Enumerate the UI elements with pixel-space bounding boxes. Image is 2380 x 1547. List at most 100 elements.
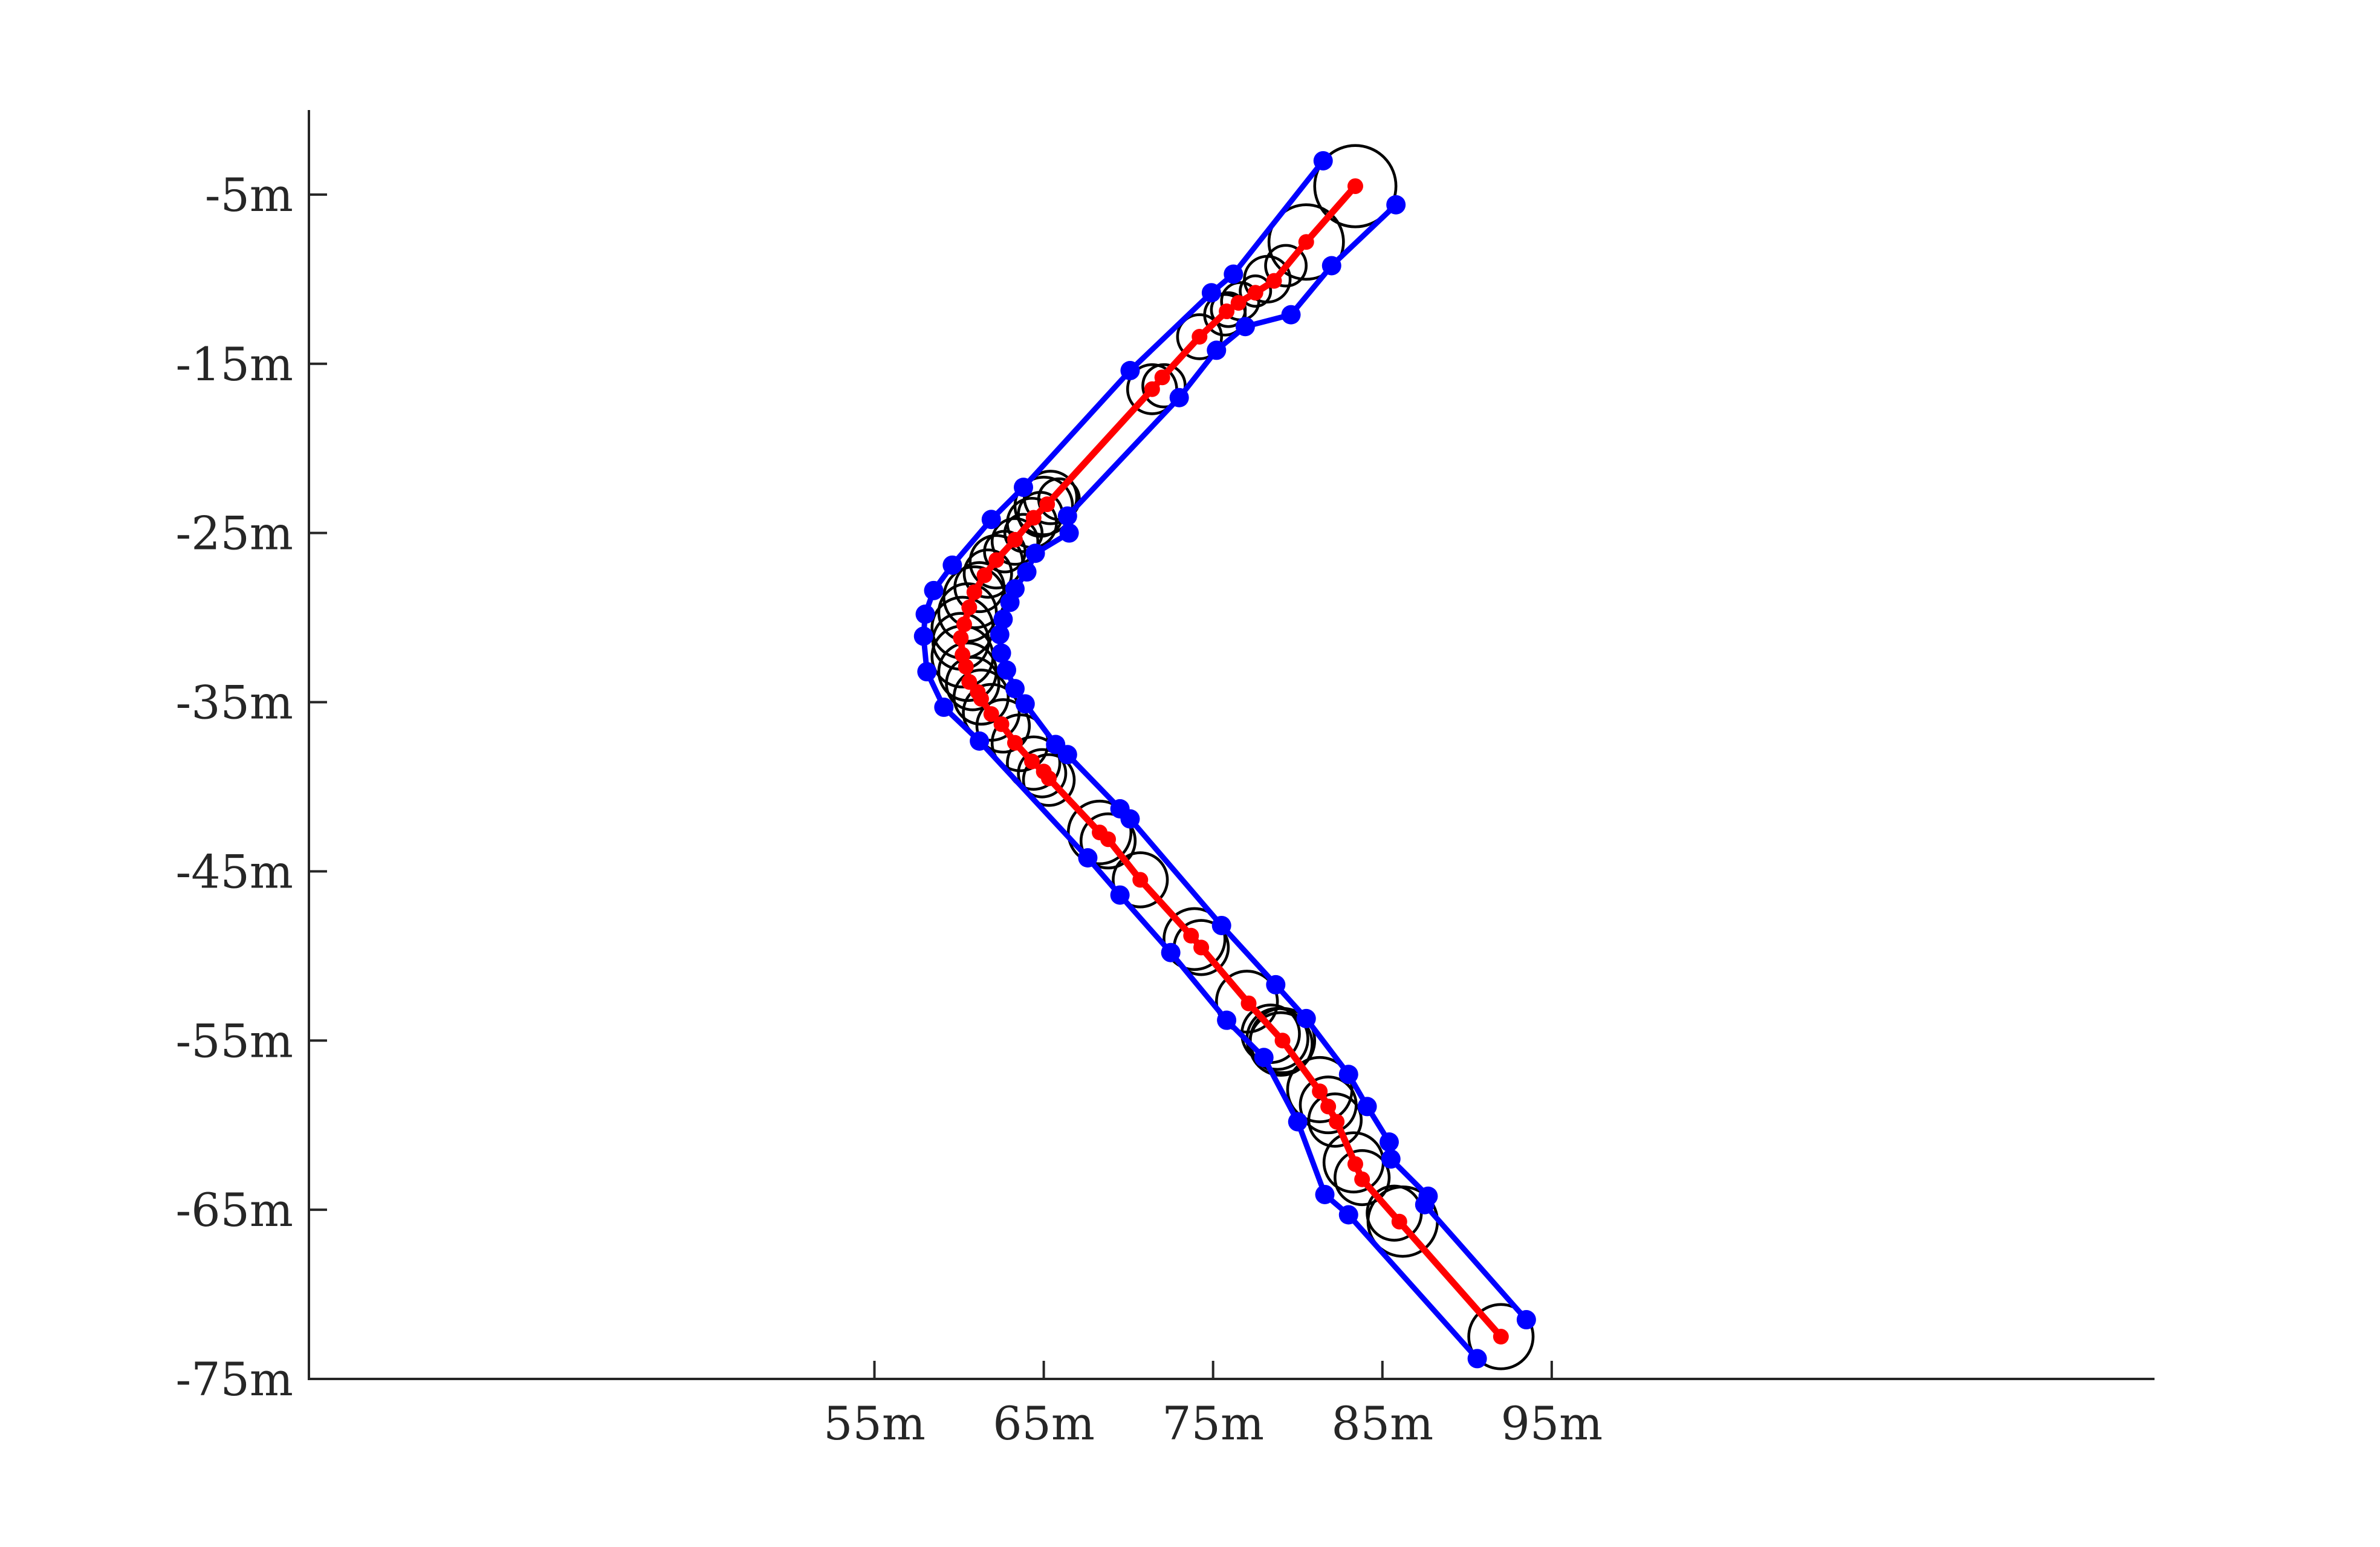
corridor-right-boundary-marker [1379,1132,1399,1152]
clearance-circle [952,669,1010,726]
x-tick-label: 55m [823,1396,926,1450]
corridor-right-boundary-marker [991,643,1011,663]
planned-path-marker [953,630,969,646]
planned-path-marker [958,658,974,675]
clearance-circle [1066,799,1133,866]
corridor-right-boundary-marker [1025,543,1045,563]
corridor-right-boundary-marker [1169,388,1189,407]
clearance-circle [1334,1149,1391,1207]
corridor-left-boundary-marker [1120,360,1140,380]
corridor-left-boundary-marker [1110,885,1130,905]
x-tick-label: 75m [1162,1396,1264,1450]
corridor-right-boundary-marker [1120,809,1140,829]
corridor-right-boundary-marker [993,609,1013,629]
planned-path-marker [1144,381,1160,397]
planned-path-marker [1354,1171,1370,1187]
corridor-right-boundary-marker [1059,523,1079,543]
y-tick-label: -55m [176,1014,293,1068]
corridor-right-boundary-marker [1057,506,1077,526]
planned-path-marker [1312,1083,1328,1100]
clearance-circle [945,656,1000,712]
corridor-right-boundary-marker [1321,256,1341,276]
y-tick-label: -5m [205,168,293,222]
corridor-left-boundary-marker [981,510,1001,530]
corridor-right-boundary-marker [996,660,1016,680]
planned-path-marker [1100,831,1117,848]
y-tick-label: -35m [176,676,293,730]
corridor-right-boundary-marker [1005,679,1025,699]
corridor-left-boundary-marker [934,697,954,717]
clearance-circle [1467,1303,1535,1370]
clearance-circle [1022,753,1076,807]
corridor-right-boundary-marker [990,624,1010,644]
corridor-left-boundary-marker [913,626,933,646]
corridor-right-boundary-marker [1381,1149,1401,1169]
planned-path-marker [1219,303,1235,320]
clearance-circle [1017,748,1068,799]
corridor-left-boundary-line [921,158,1480,1361]
corridor-left-boundary-marker [1288,1112,1308,1132]
corridor-left-boundary-marker [1315,1184,1335,1204]
planned-path-marker [976,567,993,583]
y-tick-label: -45m [176,845,293,898]
corridor-left-boundary-marker [1217,1010,1237,1030]
planned-path-marker [1025,510,1042,526]
corridor-left-boundary-marker [942,555,962,575]
corridor-right-boundary-marker [1415,1195,1435,1215]
planned-path-marker [1240,995,1257,1011]
corridor-right-boundary-marker [1017,562,1037,582]
clearance-circle [975,698,1031,754]
clearance-circle [1079,812,1137,870]
clearance-circle [1239,274,1273,308]
planned-path-marker [1183,927,1199,944]
planned-path-marker [1023,753,1040,770]
clearance-circle [1162,907,1227,971]
corridor-right-boundary-marker [1000,592,1020,612]
corridor-right-boundary-marker [1015,694,1035,714]
corridor-left-boundary-marker [1467,1349,1487,1369]
planned-path-marker [1007,735,1023,751]
planned-path-marker [993,716,1010,732]
corridor-left-boundary-marker [924,580,944,600]
clearance-circle [983,530,1027,574]
corridor-left-boundary-marker [1201,283,1221,303]
planned-path-marker [966,584,982,600]
corridor-left-boundary-marker [1013,478,1033,498]
corridor-right-boundary-marker [1357,1097,1377,1117]
corridor-right-boundary-marker [1296,1008,1316,1028]
planned-path-marker [1493,1329,1509,1345]
planned-path-marker [1192,329,1208,345]
planned-path-marker [961,599,978,615]
corridor-left-boundary-marker [1254,1048,1274,1068]
y-tick-label: -75m [176,1352,293,1406]
clearance-circle [1003,513,1044,553]
corridor-left-boundary-marker [970,731,990,751]
planned-path-marker [1266,273,1282,289]
clearance-circle [1176,313,1223,360]
planned-path-marker [1154,369,1170,386]
corridor-right-boundary-marker [1235,317,1255,337]
corridor-right-boundary-marker [1211,915,1231,935]
planned-path-marker [955,647,971,663]
planned-path-marker [1193,939,1210,956]
y-tick-label: -25m [176,507,293,560]
planned-path-marker [983,706,999,722]
planned-path-marker [1274,1033,1291,1049]
planned-path-marker [956,616,972,632]
corridor-right-boundary-marker [1516,1310,1536,1330]
corridor-left-boundary-marker [915,605,935,624]
clearance-circle [1006,735,1062,791]
clearance-circle [1264,244,1308,288]
corridor-left-boundary-marker [1161,942,1181,962]
corridor-right-boundary-marker [1207,340,1227,360]
planned-path-marker [1041,770,1057,786]
corridor-left-boundary-marker [1313,151,1333,170]
planned-path-marker [1247,285,1263,301]
clearance-circle [1307,1092,1363,1148]
corridor-right-boundary-marker [1266,975,1286,994]
y-tick-label: -15m [176,337,293,391]
corridor-left-boundary-marker [1224,264,1244,284]
clearance-circle [1313,144,1398,229]
planned-path-marker [1132,872,1149,888]
